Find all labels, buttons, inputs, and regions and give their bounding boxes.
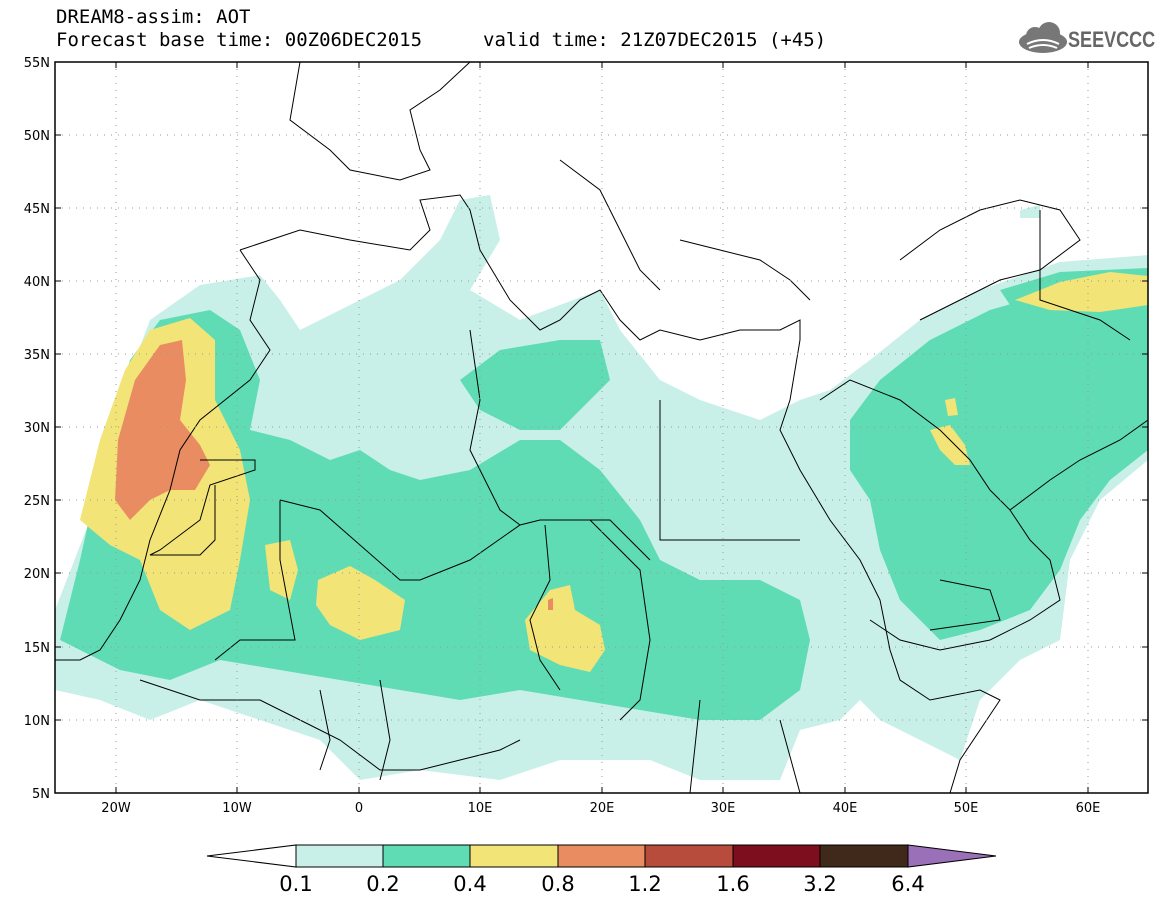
grid-lines	[55, 62, 1148, 793]
map-title: DREAM8-assim: AOT	[56, 6, 251, 28]
colorbar-swatch	[295, 844, 384, 868]
lat-label: 10N	[24, 714, 50, 729]
longitude-axis: 20W 10W 0 10E 20E 30E 40E 50E 60E	[101, 62, 1100, 816]
colorbar-label: 1.2	[628, 872, 662, 896]
colorbar-over-triangle	[907, 844, 997, 868]
colorbar-label: 0.1	[279, 872, 313, 896]
latitude-axis: 55N 50N 45N 40N 35N 30N 25N 20N 15N 10N …	[24, 56, 1148, 802]
logo-text: SEEVCCC	[1068, 27, 1156, 52]
lat-label: 55N	[24, 56, 50, 71]
lon-label: 20E	[590, 801, 615, 816]
lon-label: 60E	[1076, 801, 1101, 816]
colorbar-label: 0.2	[366, 872, 400, 896]
valid-time: valid time: 21Z07DEC2015 (+45)	[483, 29, 827, 51]
colorbar-swatch	[819, 844, 909, 868]
coastlines-borders	[55, 62, 1148, 793]
colorbar-swatch	[557, 844, 646, 868]
lat-label: 30N	[24, 421, 50, 436]
lat-label: 40N	[24, 275, 50, 290]
lat-label: 20N	[24, 567, 50, 582]
lat-label: 5N	[32, 787, 50, 802]
lon-label: 40E	[833, 801, 858, 816]
colorbar-swatch	[382, 844, 471, 868]
colorbar-swatch	[732, 844, 821, 868]
colorbar-label: 1.6	[716, 872, 750, 896]
colorbar	[206, 844, 997, 868]
lon-label: 30E	[711, 801, 736, 816]
aot-0.8-field	[115, 340, 553, 610]
lon-label: 10E	[468, 801, 493, 816]
lon-label: 10W	[222, 801, 252, 816]
lat-label: 35N	[24, 348, 50, 363]
lat-label: 25N	[24, 494, 50, 509]
lat-label: 15N	[24, 641, 50, 656]
colorbar-label: 3.2	[803, 872, 837, 896]
colorbar-label: 0.8	[541, 872, 575, 896]
lat-label: 45N	[24, 202, 50, 217]
aot-0.2-field	[60, 268, 1148, 720]
colorbar-swatch	[644, 844, 734, 868]
cloud-logo-icon	[1019, 22, 1067, 53]
colorbar-under-triangle	[206, 844, 297, 868]
lon-label: 0	[355, 801, 363, 816]
colorbar-label: 6.4	[891, 872, 925, 896]
colorbar-swatch	[469, 844, 559, 868]
lon-label: 50E	[954, 801, 979, 816]
forecast-base-time: Forecast base time: 00Z06DEC2015	[56, 29, 423, 51]
aot-fields	[55, 195, 1148, 780]
lat-label: 50N	[24, 129, 50, 144]
lon-label: 20W	[101, 801, 131, 816]
colorbar-label: 0.4	[453, 872, 487, 896]
